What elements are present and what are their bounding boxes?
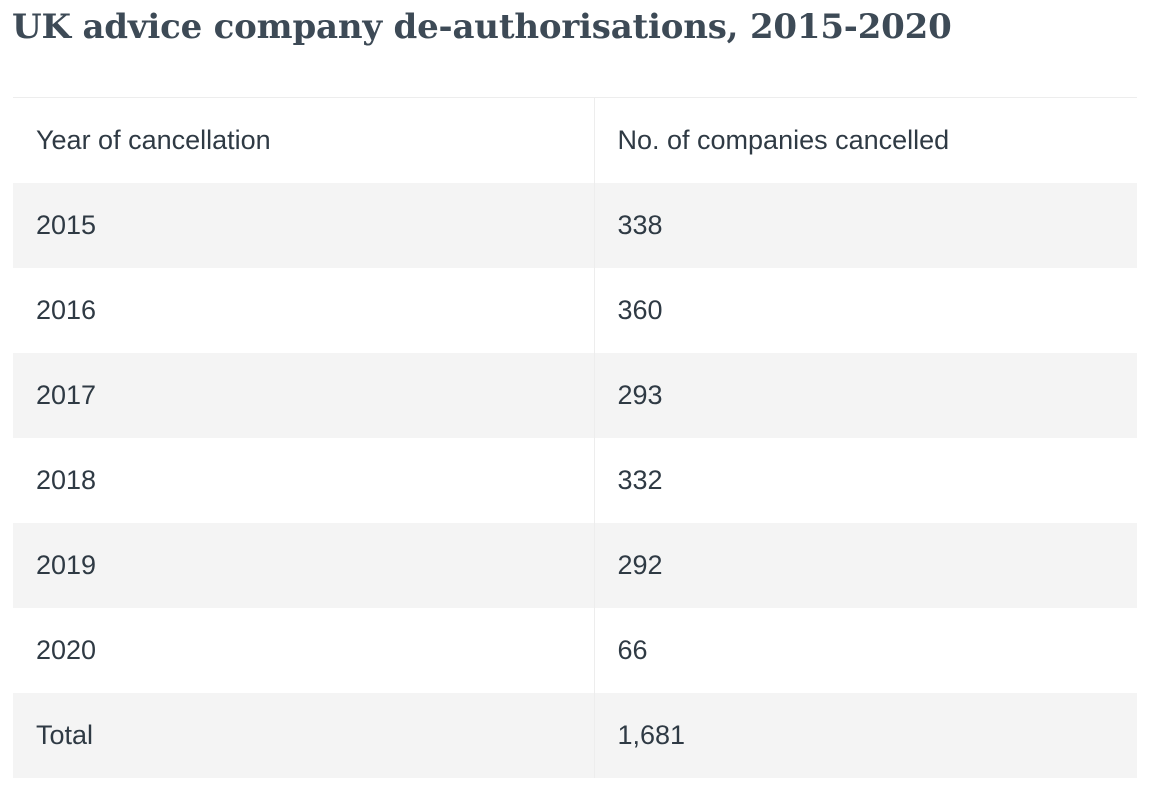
column-header-count: No. of companies cancelled (617, 124, 950, 155)
year-cell: 2018 (13, 437, 595, 523)
count-cell: 332 (617, 464, 663, 495)
year-cell: 2016 (13, 267, 595, 353)
page-title: UK advice company de-authorisations, 201… (12, 7, 952, 47)
total-count-cell: 1,681 (617, 719, 686, 750)
year-cell: 2015 (13, 182, 595, 268)
table-row: 2017 293 (13, 352, 1137, 438)
table-row: 2015 338 (13, 182, 1137, 268)
table-header-row: Year of cancellation No. of companies ca… (13, 97, 1137, 183)
count-cell: 338 (617, 209, 663, 240)
count-cell: 360 (617, 294, 663, 325)
year-cell: 2019 (13, 522, 595, 608)
year-cell: 2017 (13, 352, 595, 438)
count-cell: 292 (617, 549, 663, 580)
table-row-total: Total 1,681 (13, 692, 1137, 778)
table-row: 2019 292 (13, 522, 1137, 608)
count-cell: 293 (617, 379, 663, 410)
table-row: 2018 332 (13, 437, 1137, 523)
data-table: Year of cancellation No. of companies ca… (13, 97, 1137, 778)
table-row: 2016 360 (13, 267, 1137, 353)
count-cell: 66 (617, 634, 648, 665)
column-header-year: Year of cancellation (13, 97, 595, 183)
total-label-cell: Total (13, 692, 595, 778)
table-row: 2020 66 (13, 607, 1137, 693)
year-cell: 2020 (13, 607, 595, 693)
